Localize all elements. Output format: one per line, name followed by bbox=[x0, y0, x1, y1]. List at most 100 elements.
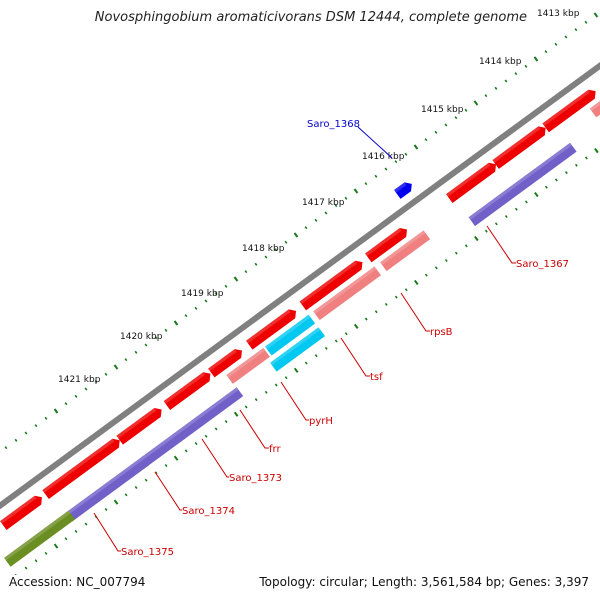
minor-tick bbox=[104, 507, 108, 511]
gene-callouts: Saro_1368 Saro_1367 rpsB tsf pyrH frr Sa… bbox=[93, 119, 569, 558]
major-tick bbox=[113, 364, 119, 370]
cds-saro-1367-c-highlight bbox=[446, 162, 491, 197]
cog-saro-1373-1374-highlight bbox=[139, 387, 239, 461]
minor-tick bbox=[584, 156, 588, 160]
minor-tick bbox=[214, 292, 218, 296]
minor-tick bbox=[284, 240, 288, 244]
gene-rpsb bbox=[380, 230, 431, 272]
minor-tick bbox=[324, 346, 328, 350]
minor-tick bbox=[484, 94, 488, 98]
gene-label-saro-1374: Saro_1374 bbox=[182, 506, 235, 517]
cds-saro-1373-highlight bbox=[163, 372, 206, 404]
callout-line-frr bbox=[239, 409, 269, 449]
cds-saro-1375 bbox=[42, 438, 120, 499]
major-tick bbox=[534, 191, 539, 198]
major-tick bbox=[353, 323, 359, 329]
minor-tick bbox=[64, 537, 68, 541]
minor-tick bbox=[504, 79, 508, 83]
gene-label-saro-1373: Saro_1373 bbox=[229, 473, 282, 484]
gene-a-highlight bbox=[589, 100, 600, 112]
minor-tick bbox=[564, 35, 568, 39]
minor-tick bbox=[144, 478, 148, 482]
minor-tick bbox=[244, 405, 248, 409]
map-title: Novosphingobium aromaticivorans DSM 1244… bbox=[94, 10, 527, 25]
cog-pyrh-upper-highlight bbox=[265, 314, 311, 350]
feature-track bbox=[0, 89, 600, 567]
minor-tick bbox=[434, 266, 438, 270]
genome-backbone bbox=[0, 61, 600, 510]
accession-text: Accession: NC_007794 bbox=[9, 575, 146, 589]
minor-tick bbox=[424, 273, 428, 277]
minor-tick bbox=[244, 270, 248, 274]
cog-saro-1375-highlight bbox=[65, 455, 145, 516]
minor-tick bbox=[554, 42, 558, 46]
minor-tick bbox=[104, 372, 108, 376]
minor-tick bbox=[464, 108, 468, 112]
gene-label-saro-1367: Saro_1367 bbox=[516, 259, 569, 270]
minor-tick bbox=[524, 64, 528, 68]
minor-tick bbox=[74, 394, 78, 398]
minor-tick bbox=[254, 262, 258, 266]
cds-next-highlight bbox=[0, 495, 37, 524]
minor-tick bbox=[374, 174, 378, 178]
tick-label-1415: 1415 kbp bbox=[421, 105, 464, 115]
cds-rpsb-highlight bbox=[365, 228, 402, 257]
minor-tick bbox=[564, 171, 568, 175]
minor-tick bbox=[34, 559, 38, 563]
callout-line-saro-1367 bbox=[486, 225, 516, 264]
minor-tick bbox=[554, 178, 558, 182]
gene-label-pyrh: pyrH bbox=[309, 416, 333, 427]
cds-pyrh-highlight bbox=[246, 309, 291, 344]
major-tick bbox=[233, 411, 239, 417]
minor-tick bbox=[154, 336, 158, 340]
minor-tick bbox=[254, 398, 258, 402]
minor-tick bbox=[94, 380, 98, 384]
minor-tick bbox=[574, 28, 578, 32]
cds-saro-1367-b-highlight bbox=[492, 126, 541, 163]
minor-tick bbox=[314, 354, 318, 358]
minor-tick bbox=[344, 332, 348, 336]
minor-tick bbox=[24, 566, 28, 570]
cds-saro-1375-highlight bbox=[42, 438, 115, 493]
major-tick bbox=[53, 408, 59, 414]
cds-saro-1374-highlight bbox=[116, 407, 157, 439]
kbp-tick-labels: 1413 kbp 1414 kbp 1415 kbp 1416 kbp 1417… bbox=[58, 9, 580, 385]
minor-tick bbox=[324, 211, 328, 215]
gene-tsf bbox=[313, 266, 381, 321]
minor-tick bbox=[394, 295, 398, 299]
minor-tick bbox=[14, 438, 18, 442]
minor-tick bbox=[204, 299, 208, 303]
minor-tick bbox=[194, 442, 198, 446]
outer-tick-ring bbox=[4, 12, 599, 450]
minor-tick bbox=[424, 138, 428, 142]
minor-tick bbox=[304, 226, 308, 230]
minor-tick bbox=[544, 50, 548, 54]
major-tick bbox=[594, 148, 599, 154]
minor-tick bbox=[134, 350, 138, 354]
tick-label-1417: 1417 kbp bbox=[302, 198, 345, 208]
minor-tick bbox=[44, 551, 48, 555]
minor-tick bbox=[514, 72, 518, 76]
major-tick bbox=[173, 320, 179, 326]
minor-tick bbox=[274, 383, 278, 387]
minor-tick bbox=[504, 215, 508, 219]
minor-tick bbox=[454, 251, 458, 255]
tick-label-1418: 1418 kbp bbox=[242, 244, 285, 254]
minor-tick bbox=[124, 493, 128, 497]
gene-tsf-highlight bbox=[313, 266, 377, 314]
minor-tick bbox=[5, 582, 7, 584]
major-tick bbox=[533, 56, 539, 62]
major-tick bbox=[353, 188, 359, 194]
cog-green bbox=[4, 510, 76, 567]
cds-rpsb bbox=[365, 228, 407, 263]
minor-tick bbox=[24, 431, 28, 435]
cds-saro-1367-a-highlight bbox=[542, 89, 591, 127]
major-tick bbox=[474, 235, 479, 242]
tick-label-1413: 1413 kbp bbox=[537, 9, 580, 19]
cog-saro-1373-1374 bbox=[139, 387, 244, 468]
minor-tick bbox=[214, 427, 218, 431]
cds-saro-1368-highlight bbox=[394, 182, 407, 193]
minor-tick bbox=[494, 86, 498, 90]
genome-summary-text: Topology: circular; Length: 3,561,584 bp… bbox=[259, 575, 589, 589]
cds-saro-1373 bbox=[163, 372, 211, 411]
